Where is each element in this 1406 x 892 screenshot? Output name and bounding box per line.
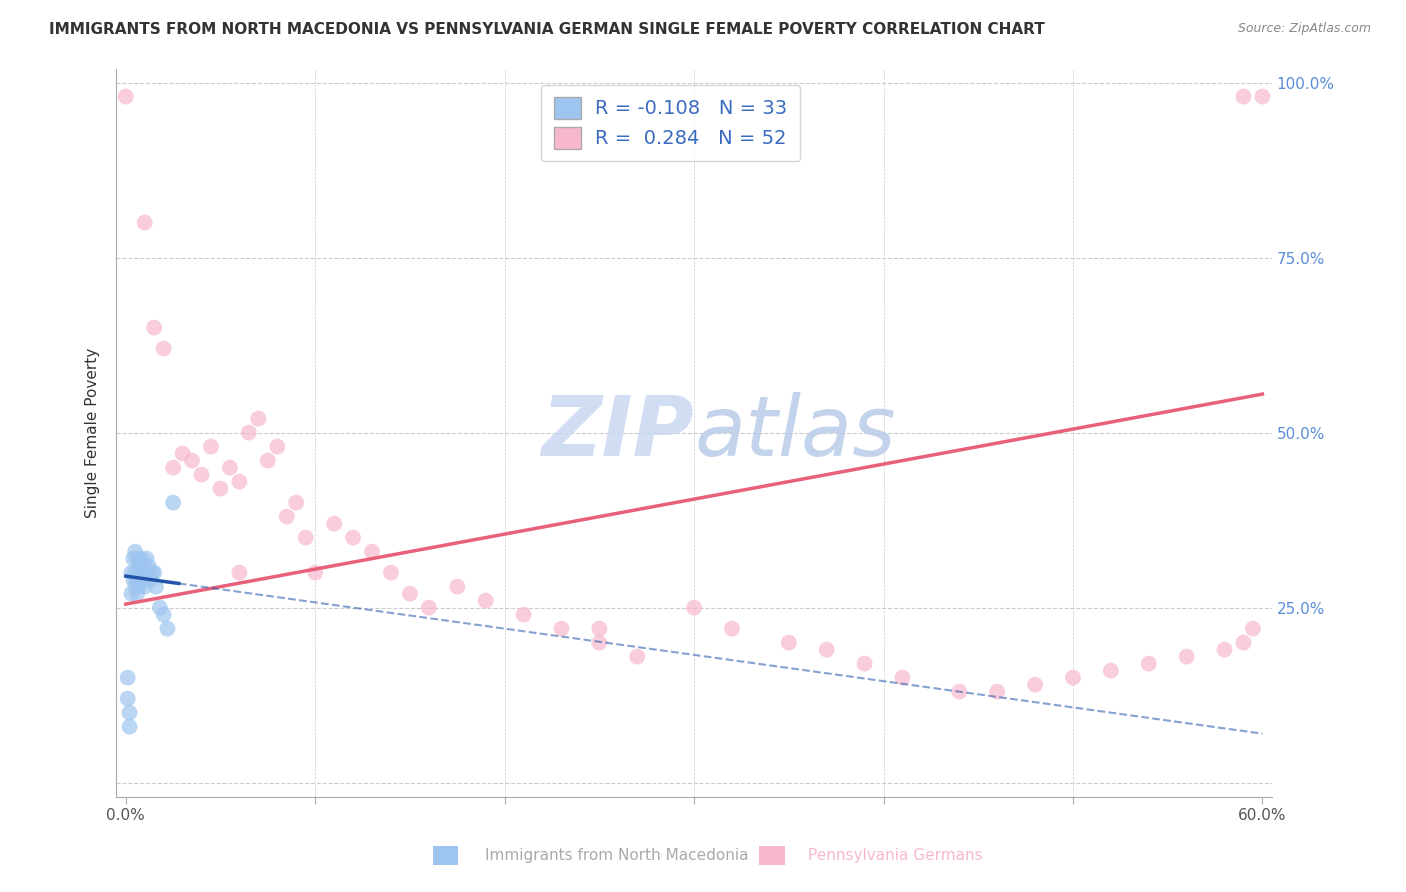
Point: [143, 566, 166, 580]
Text: Immigrants from North Macedonia: Immigrants from North Macedonia: [485, 848, 748, 863]
Point: [127, 587, 149, 601]
Point: [138, 558, 160, 573]
Text: Pennsylvania Germans: Pennsylvania Germans: [808, 848, 983, 863]
Point: [162, 460, 184, 475]
Point: [152, 607, 174, 622]
Point: [127, 573, 149, 587]
Point: [399, 587, 422, 601]
Point: [474, 593, 496, 607]
Point: [276, 509, 298, 524]
Point: [342, 531, 364, 545]
Point: [134, 580, 156, 594]
Point: [683, 600, 706, 615]
Point: [228, 475, 250, 489]
Point: [128, 558, 150, 573]
Legend: R = -0.108   N = 33, R =  0.284   N = 52: R = -0.108 N = 33, R = 0.284 N = 52: [541, 85, 800, 161]
Point: [190, 467, 212, 482]
Point: [162, 495, 184, 509]
Point: [361, 544, 384, 558]
Point: [986, 684, 1008, 698]
Point: [127, 551, 149, 566]
Text: ZIP: ZIP: [541, 392, 695, 473]
Y-axis label: Single Female Poverty: Single Female Poverty: [86, 348, 100, 517]
Point: [124, 580, 146, 594]
Point: [1024, 678, 1046, 692]
Point: [118, 720, 141, 734]
Point: [778, 635, 800, 649]
Point: [124, 566, 146, 580]
Point: [219, 460, 242, 475]
Point: [129, 551, 152, 566]
Point: [114, 89, 136, 103]
Point: [285, 495, 308, 509]
Point: [139, 573, 162, 587]
Point: [815, 642, 838, 657]
Point: [588, 622, 610, 636]
Point: [418, 600, 440, 615]
Point: [120, 566, 142, 580]
Point: [948, 684, 970, 698]
Point: [118, 706, 141, 720]
Point: [304, 566, 326, 580]
Point: [124, 544, 146, 558]
Point: [1232, 89, 1254, 103]
Point: [1137, 657, 1160, 671]
Text: IMMIGRANTS FROM NORTH MACEDONIA VS PENNSYLVANIA GERMAN SINGLE FEMALE POVERTY COR: IMMIGRANTS FROM NORTH MACEDONIA VS PENNS…: [49, 22, 1045, 37]
Point: [446, 580, 468, 594]
Point: [1175, 649, 1198, 664]
Point: [128, 566, 150, 580]
Point: [128, 580, 150, 594]
Point: [134, 566, 156, 580]
Point: [853, 657, 876, 671]
Point: [143, 320, 166, 334]
Point: [200, 440, 222, 454]
Point: [172, 447, 194, 461]
Point: [134, 215, 156, 229]
Point: [1251, 89, 1274, 103]
Point: [149, 600, 172, 615]
Point: [132, 558, 155, 573]
Point: [135, 551, 157, 566]
Point: [256, 453, 278, 467]
Point: [122, 573, 145, 587]
Point: [266, 440, 288, 454]
Point: [238, 425, 260, 440]
Point: [1062, 671, 1084, 685]
Text: atlas: atlas: [695, 392, 896, 473]
Point: [550, 622, 572, 636]
Point: [141, 566, 163, 580]
Text: Source: ZipAtlas.com: Source: ZipAtlas.com: [1237, 22, 1371, 36]
Point: [1241, 622, 1264, 636]
Point: [294, 531, 316, 545]
Point: [181, 453, 204, 467]
Point: [512, 607, 534, 622]
Point: [145, 580, 167, 594]
Point: [228, 566, 250, 580]
Point: [721, 622, 744, 636]
Point: [323, 516, 346, 531]
Point: [1213, 642, 1236, 657]
Point: [132, 573, 155, 587]
Point: [117, 671, 139, 685]
Point: [117, 691, 139, 706]
Point: [209, 482, 232, 496]
Point: [152, 342, 174, 356]
Point: [891, 671, 914, 685]
Point: [122, 551, 145, 566]
Point: [129, 566, 152, 580]
Point: [588, 635, 610, 649]
Point: [1232, 635, 1254, 649]
Point: [120, 587, 142, 601]
Point: [626, 649, 648, 664]
Point: [156, 622, 179, 636]
Point: [247, 411, 270, 425]
Point: [380, 566, 402, 580]
Point: [1099, 664, 1122, 678]
